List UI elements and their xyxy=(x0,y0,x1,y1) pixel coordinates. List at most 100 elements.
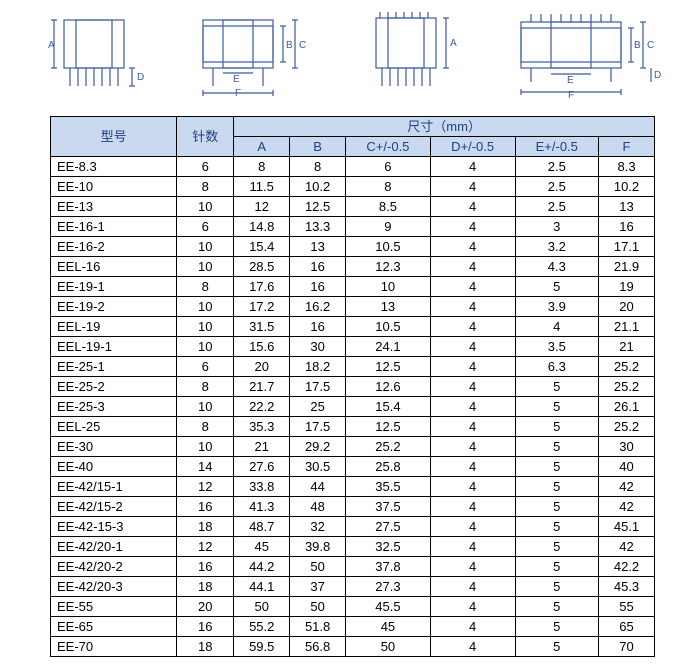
cell-value: 8.5 xyxy=(346,197,431,217)
cell-value: 12 xyxy=(177,477,234,497)
table-row: EE-42-15-31848.73227.54545.1 xyxy=(51,517,655,537)
cell-value: 5 xyxy=(515,437,599,457)
cell-value: 17.2 xyxy=(234,297,290,317)
cell-value: 5 xyxy=(515,397,599,417)
cell-model: EE-25-3 xyxy=(51,397,177,417)
col-B: B xyxy=(290,137,346,157)
cell-value: 32 xyxy=(290,517,346,537)
cell-value: 3.2 xyxy=(515,237,599,257)
cell-value: 8 xyxy=(346,177,431,197)
cell-value: 55.2 xyxy=(234,617,290,637)
cell-value: 21.7 xyxy=(234,377,290,397)
cell-model: EE-42/20-1 xyxy=(51,537,177,557)
cell-value: 11.5 xyxy=(234,177,290,197)
table-row: EE-16-21015.41310.543.217.1 xyxy=(51,237,655,257)
cell-value: 18.2 xyxy=(290,357,346,377)
cell-value: 25.2 xyxy=(599,417,655,437)
cell-value: 50 xyxy=(346,637,431,657)
cell-value: 40 xyxy=(599,457,655,477)
table-row: EE-25-31022.22515.44526.1 xyxy=(51,397,655,417)
table-row: EE-42/15-21641.34837.54542 xyxy=(51,497,655,517)
cell-value: 16 xyxy=(177,497,234,517)
cell-model: EE-42-15-3 xyxy=(51,517,177,537)
cell-value: 28.5 xyxy=(234,257,290,277)
cell-value: 10 xyxy=(177,197,234,217)
cell-value: 5 xyxy=(515,557,599,577)
svg-text:B: B xyxy=(286,40,293,51)
table-row: EE-701859.556.8504570 xyxy=(51,637,655,657)
cell-value: 5 xyxy=(515,637,599,657)
cell-value: 20 xyxy=(234,357,290,377)
cell-value: 18 xyxy=(177,577,234,597)
svg-text:F: F xyxy=(568,90,574,100)
cell-value: 12.6 xyxy=(346,377,431,397)
cell-value: 50 xyxy=(234,597,290,617)
cell-value: 16 xyxy=(599,217,655,237)
cell-value: 6 xyxy=(346,157,431,177)
cell-model: EEL-19-1 xyxy=(51,337,177,357)
cell-value: 4 xyxy=(430,377,515,397)
cell-value: 10.5 xyxy=(346,317,431,337)
cell-value: 30.5 xyxy=(290,457,346,477)
cell-model: EE-10 xyxy=(51,177,177,197)
cell-model: EE-13 xyxy=(51,197,177,217)
cell-value: 8 xyxy=(177,377,234,397)
cell-value: 25.2 xyxy=(599,357,655,377)
svg-text:A: A xyxy=(48,40,55,51)
cell-value: 25.8 xyxy=(346,457,431,477)
cell-value: 25.2 xyxy=(599,377,655,397)
cell-value: 5 xyxy=(515,477,599,497)
table-row: EE-10811.510.2842.510.2 xyxy=(51,177,655,197)
cell-value: 4 xyxy=(430,437,515,457)
cell-value: 13 xyxy=(599,197,655,217)
cell-value: 25.2 xyxy=(346,437,431,457)
cell-value: 37.8 xyxy=(346,557,431,577)
cell-value: 50 xyxy=(290,597,346,617)
cell-value: 27.6 xyxy=(234,457,290,477)
cell-value: 70 xyxy=(599,637,655,657)
cell-value: 4 xyxy=(430,577,515,597)
cell-value: 25 xyxy=(290,397,346,417)
cell-value: 4 xyxy=(430,417,515,437)
cell-value: 8 xyxy=(290,157,346,177)
cell-value: 2.5 xyxy=(515,157,599,177)
cell-value: 17.5 xyxy=(290,377,346,397)
cell-value: 21.9 xyxy=(599,257,655,277)
cell-value: 21 xyxy=(234,437,290,457)
cell-value: 2.5 xyxy=(515,197,599,217)
cell-value: 10 xyxy=(177,437,234,457)
table-row: EE-30102129.225.24530 xyxy=(51,437,655,457)
cell-value: 8 xyxy=(177,177,234,197)
cell-value: 5 xyxy=(515,617,599,637)
cell-value: 45 xyxy=(234,537,290,557)
table-row: EE-42/15-11233.84435.54542 xyxy=(51,477,655,497)
cell-value: 12 xyxy=(234,197,290,217)
cell-value: 4 xyxy=(430,197,515,217)
cell-value: 27.3 xyxy=(346,577,431,597)
cell-value: 16 xyxy=(290,257,346,277)
cell-value: 8 xyxy=(177,417,234,437)
cell-value: 13 xyxy=(290,237,346,257)
cell-value: 5 xyxy=(515,577,599,597)
cell-value: 3.9 xyxy=(515,297,599,317)
cell-value: 51.8 xyxy=(290,617,346,637)
table-row: EEL-25835.317.512.54525.2 xyxy=(51,417,655,437)
cell-value: 4 xyxy=(430,177,515,197)
cell-value: 21 xyxy=(599,337,655,357)
diagram-row: A D xyxy=(0,0,695,112)
cell-model: EE-65 xyxy=(51,617,177,637)
col-pins-header: 针数 xyxy=(177,117,234,157)
table-row: EE-651655.251.8454565 xyxy=(51,617,655,637)
cell-value: 3.5 xyxy=(515,337,599,357)
cell-value: 12.5 xyxy=(346,417,431,437)
cell-value: 20 xyxy=(599,297,655,317)
cell-value: 19 xyxy=(599,277,655,297)
cell-value: 30 xyxy=(599,437,655,457)
cell-value: 4 xyxy=(515,317,599,337)
cell-value: 15.6 xyxy=(234,337,290,357)
diagram-1: A D xyxy=(34,8,144,100)
table-row: EE-25-162018.212.546.325.2 xyxy=(51,357,655,377)
cell-model: EE-19-1 xyxy=(51,277,177,297)
cell-value: 6 xyxy=(177,217,234,237)
table-row: EEL-161028.51612.344.321.9 xyxy=(51,257,655,277)
